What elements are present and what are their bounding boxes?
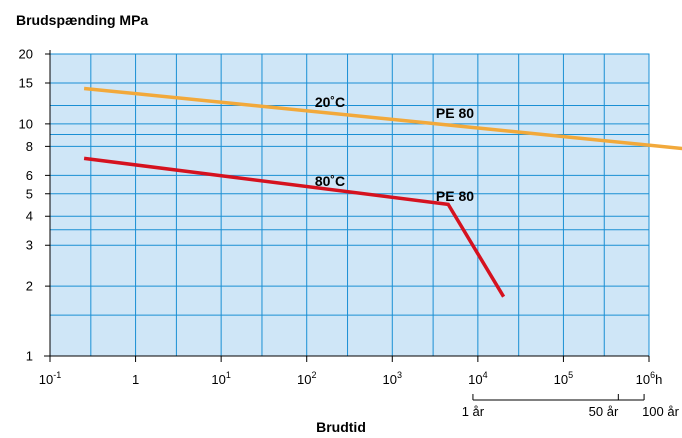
y-axis-title: Brudspænding MPa xyxy=(16,12,148,28)
annotations: 20˚C PE 80 80˚C PE 80 xyxy=(315,94,474,204)
x-tick-label: 103 xyxy=(383,370,402,387)
y-tick-label: 1 xyxy=(26,349,33,364)
axes: 1 2 3 4 5 6 8 10 15 20 10-1 1 101 102 103 104 105 106h xyxy=(19,47,663,388)
plot-area xyxy=(50,54,649,356)
series-lines xyxy=(83,86,682,298)
y-tick-label: 4 xyxy=(26,209,33,224)
y-tick-label: 2 xyxy=(26,279,33,294)
series-sublabel-20c: PE 80 xyxy=(436,105,474,121)
x-tick-label: 105 xyxy=(554,370,573,387)
x-tick-label: 101 xyxy=(211,370,230,387)
series-label-20c: 20˚C xyxy=(315,94,345,110)
x-tick-label: 10-1 xyxy=(39,370,61,387)
y-tick-label: 10 xyxy=(19,116,33,131)
x-axis-title: Brudtid xyxy=(316,419,366,435)
y-tick-label: 6 xyxy=(26,168,33,183)
series-sublabel-80c: PE 80 xyxy=(436,188,474,204)
time-axis: 1 år 50 år 100 år xyxy=(462,394,680,419)
time-tick-label: 1 år xyxy=(462,404,485,419)
x-tick-label: 106h xyxy=(636,370,663,387)
x-tick-label: 102 xyxy=(297,370,316,387)
time-tick-label: 50 år xyxy=(589,404,619,419)
y-tick-label: 3 xyxy=(26,238,33,253)
y-tick-label: 8 xyxy=(26,139,33,154)
series-line-20c xyxy=(83,86,682,151)
y-tick-label: 20 xyxy=(19,47,33,62)
series-label-80c: 80˚C xyxy=(315,173,345,189)
series-line-80c xyxy=(83,156,506,298)
x-tick-label: 104 xyxy=(468,370,487,387)
y-tick-label: 5 xyxy=(26,186,33,201)
y-tick-label: 15 xyxy=(19,76,33,91)
time-tick-label: 100 år xyxy=(642,404,680,419)
x-tick-label: 1 xyxy=(132,372,139,387)
